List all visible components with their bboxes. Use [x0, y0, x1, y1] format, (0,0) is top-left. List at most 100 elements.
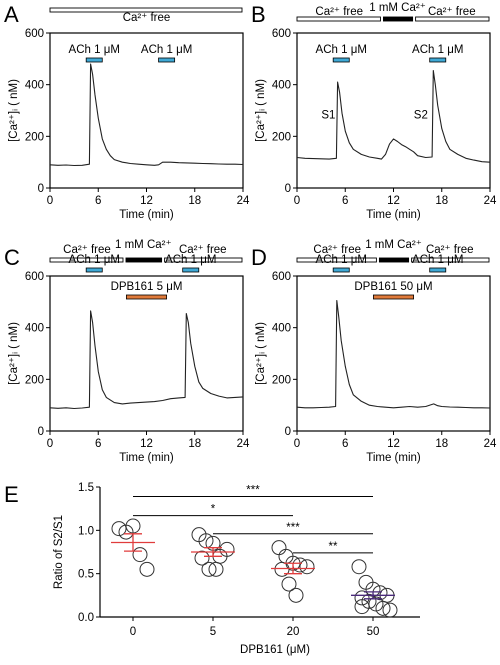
panel-letter: D [251, 245, 267, 270]
dpb161-bar [125, 294, 168, 300]
ach-bar [85, 57, 103, 63]
data-point [354, 590, 370, 606]
ca-free-label: Ca²⁺ free [123, 12, 171, 24]
calcium-trace [296, 69, 491, 163]
significance-label: *** [246, 485, 260, 497]
ach-label: ACh 1 μM [69, 254, 120, 266]
ach-label: ACh 1 μM [412, 254, 463, 266]
ach-bar [158, 57, 176, 63]
data-point [219, 541, 235, 557]
data-point [299, 559, 315, 575]
data-point [351, 559, 367, 575]
panel-letter: B [251, 2, 266, 27]
x-tick-label: 24 [237, 195, 250, 207]
x-tick-label: 50 [367, 626, 380, 638]
calcium-trace [49, 63, 244, 167]
calcium-label: 1 mM Ca²⁺ [115, 239, 172, 251]
ca-free-label: Ca²⁺ free [313, 244, 361, 256]
ca-free-bar [49, 257, 124, 263]
y-axis-label: [Ca²⁺]ᵢ ( nM) [8, 79, 20, 142]
data-point [139, 561, 155, 577]
calcium-trace [296, 299, 491, 409]
ach-bar [429, 267, 447, 273]
y-tick-label: 600 [272, 28, 291, 40]
panel-a: A 0 200 400 600 0 6 12 18 24 Time (min) [Ca²⁺]ᵢ ( n… [4, 2, 250, 221]
dpb161-label: DPB161 5 μM [111, 281, 183, 293]
x-tick-label: 0 [294, 438, 300, 450]
y-axis-label: Ratio of S2/S1 [53, 515, 65, 589]
dpb161-bar [372, 294, 415, 300]
y-tick-label: 400 [272, 80, 291, 92]
ach-bar [182, 267, 200, 273]
ca-free-label: Ca²⁺ free [179, 244, 227, 256]
x-axis-label: Time (min) [119, 209, 174, 221]
ca-free-bar [164, 257, 243, 263]
x-axis-label: DPB161 (μM) [240, 644, 310, 656]
significance-label: *** [286, 522, 300, 534]
y-tick-label: 400 [272, 323, 291, 335]
y-tick-label: 600 [25, 271, 44, 283]
x-tick-label: 12 [387, 438, 400, 450]
panel-c: C 0 200 400 600 0 6 12 18 24 Time (min) [Ca²⁺]ᵢ ( n… [4, 239, 250, 464]
y-tick-label: 0.0 [78, 612, 94, 624]
y-tick-label: 400 [25, 323, 44, 335]
ach-label: ACh 1 μM [165, 254, 216, 266]
ach-label: ACh 1 μM [141, 44, 192, 56]
ca-free-bar [296, 16, 381, 22]
ach-bar [429, 57, 447, 63]
x-tick-label: 6 [95, 438, 101, 450]
calcium-bar [125, 257, 163, 263]
y-tick-label: 0 [38, 426, 44, 438]
peak-label: S2 [414, 109, 428, 121]
dpb161-label: DPB161 50 μM [354, 281, 432, 293]
x-tick-label: 20 [287, 626, 300, 638]
panel-letter: C [4, 245, 20, 270]
data-point [288, 587, 304, 603]
data-point [125, 518, 141, 534]
x-tick-label: 6 [95, 195, 101, 207]
ach-bar [85, 267, 103, 273]
calcium-label: 1 mM Ca²⁺ [365, 239, 422, 251]
panel-letter: E [4, 482, 19, 507]
y-tick-label: 400 [25, 80, 44, 92]
ca-free-bar [415, 16, 490, 22]
y-tick-label: 200 [25, 131, 44, 143]
x-tick-label: 18 [188, 195, 201, 207]
x-tick-label: 0 [294, 195, 300, 207]
significance-label: ** [329, 541, 338, 553]
x-tick-label: 24 [237, 438, 250, 450]
y-axis-label: [Ca²⁺]ᵢ ( nM) [255, 79, 267, 142]
x-tick-label: 24 [484, 438, 497, 450]
data-point [382, 602, 398, 618]
ach-label: ACh 1 μM [69, 44, 120, 56]
y-tick-label: 200 [272, 131, 291, 143]
x-tick-label: 5 [210, 626, 216, 638]
y-tick-label: 0 [38, 183, 44, 195]
ca-free-label: Ca²⁺ free [315, 6, 363, 18]
y-tick-label: 0.5 [78, 569, 94, 581]
x-tick-label: 0 [130, 626, 136, 638]
peak-label: S1 [321, 109, 335, 121]
panel-d: D 0 200 400 600 0 6 12 18 24 Time (min) [Ca²⁺]ᵢ ( n… [251, 239, 497, 464]
x-tick-label: 6 [342, 438, 348, 450]
x-tick-label: 18 [435, 195, 448, 207]
ca-free-label: Ca²⁺ free [428, 6, 476, 18]
calcium-label: 1 mM Ca²⁺ [369, 2, 426, 14]
calcium-bar [378, 257, 410, 263]
x-tick-label: 0 [47, 195, 53, 207]
y-tick-label: 200 [25, 374, 44, 386]
data-point [274, 561, 290, 577]
x-tick-label: 0 [47, 438, 53, 450]
data-point [201, 561, 217, 577]
data-point [375, 600, 391, 616]
panel-letter: A [4, 2, 19, 27]
data-point [132, 547, 148, 563]
ach-label: ACh 1 μM [316, 44, 367, 56]
data-point [271, 540, 287, 556]
y-tick-label: 600 [272, 271, 291, 283]
y-tick-label: 0 [285, 426, 291, 438]
data-point [194, 550, 210, 566]
x-axis-label: Time (min) [366, 209, 421, 221]
ca-free-bar [296, 257, 377, 263]
data-point [208, 561, 224, 577]
